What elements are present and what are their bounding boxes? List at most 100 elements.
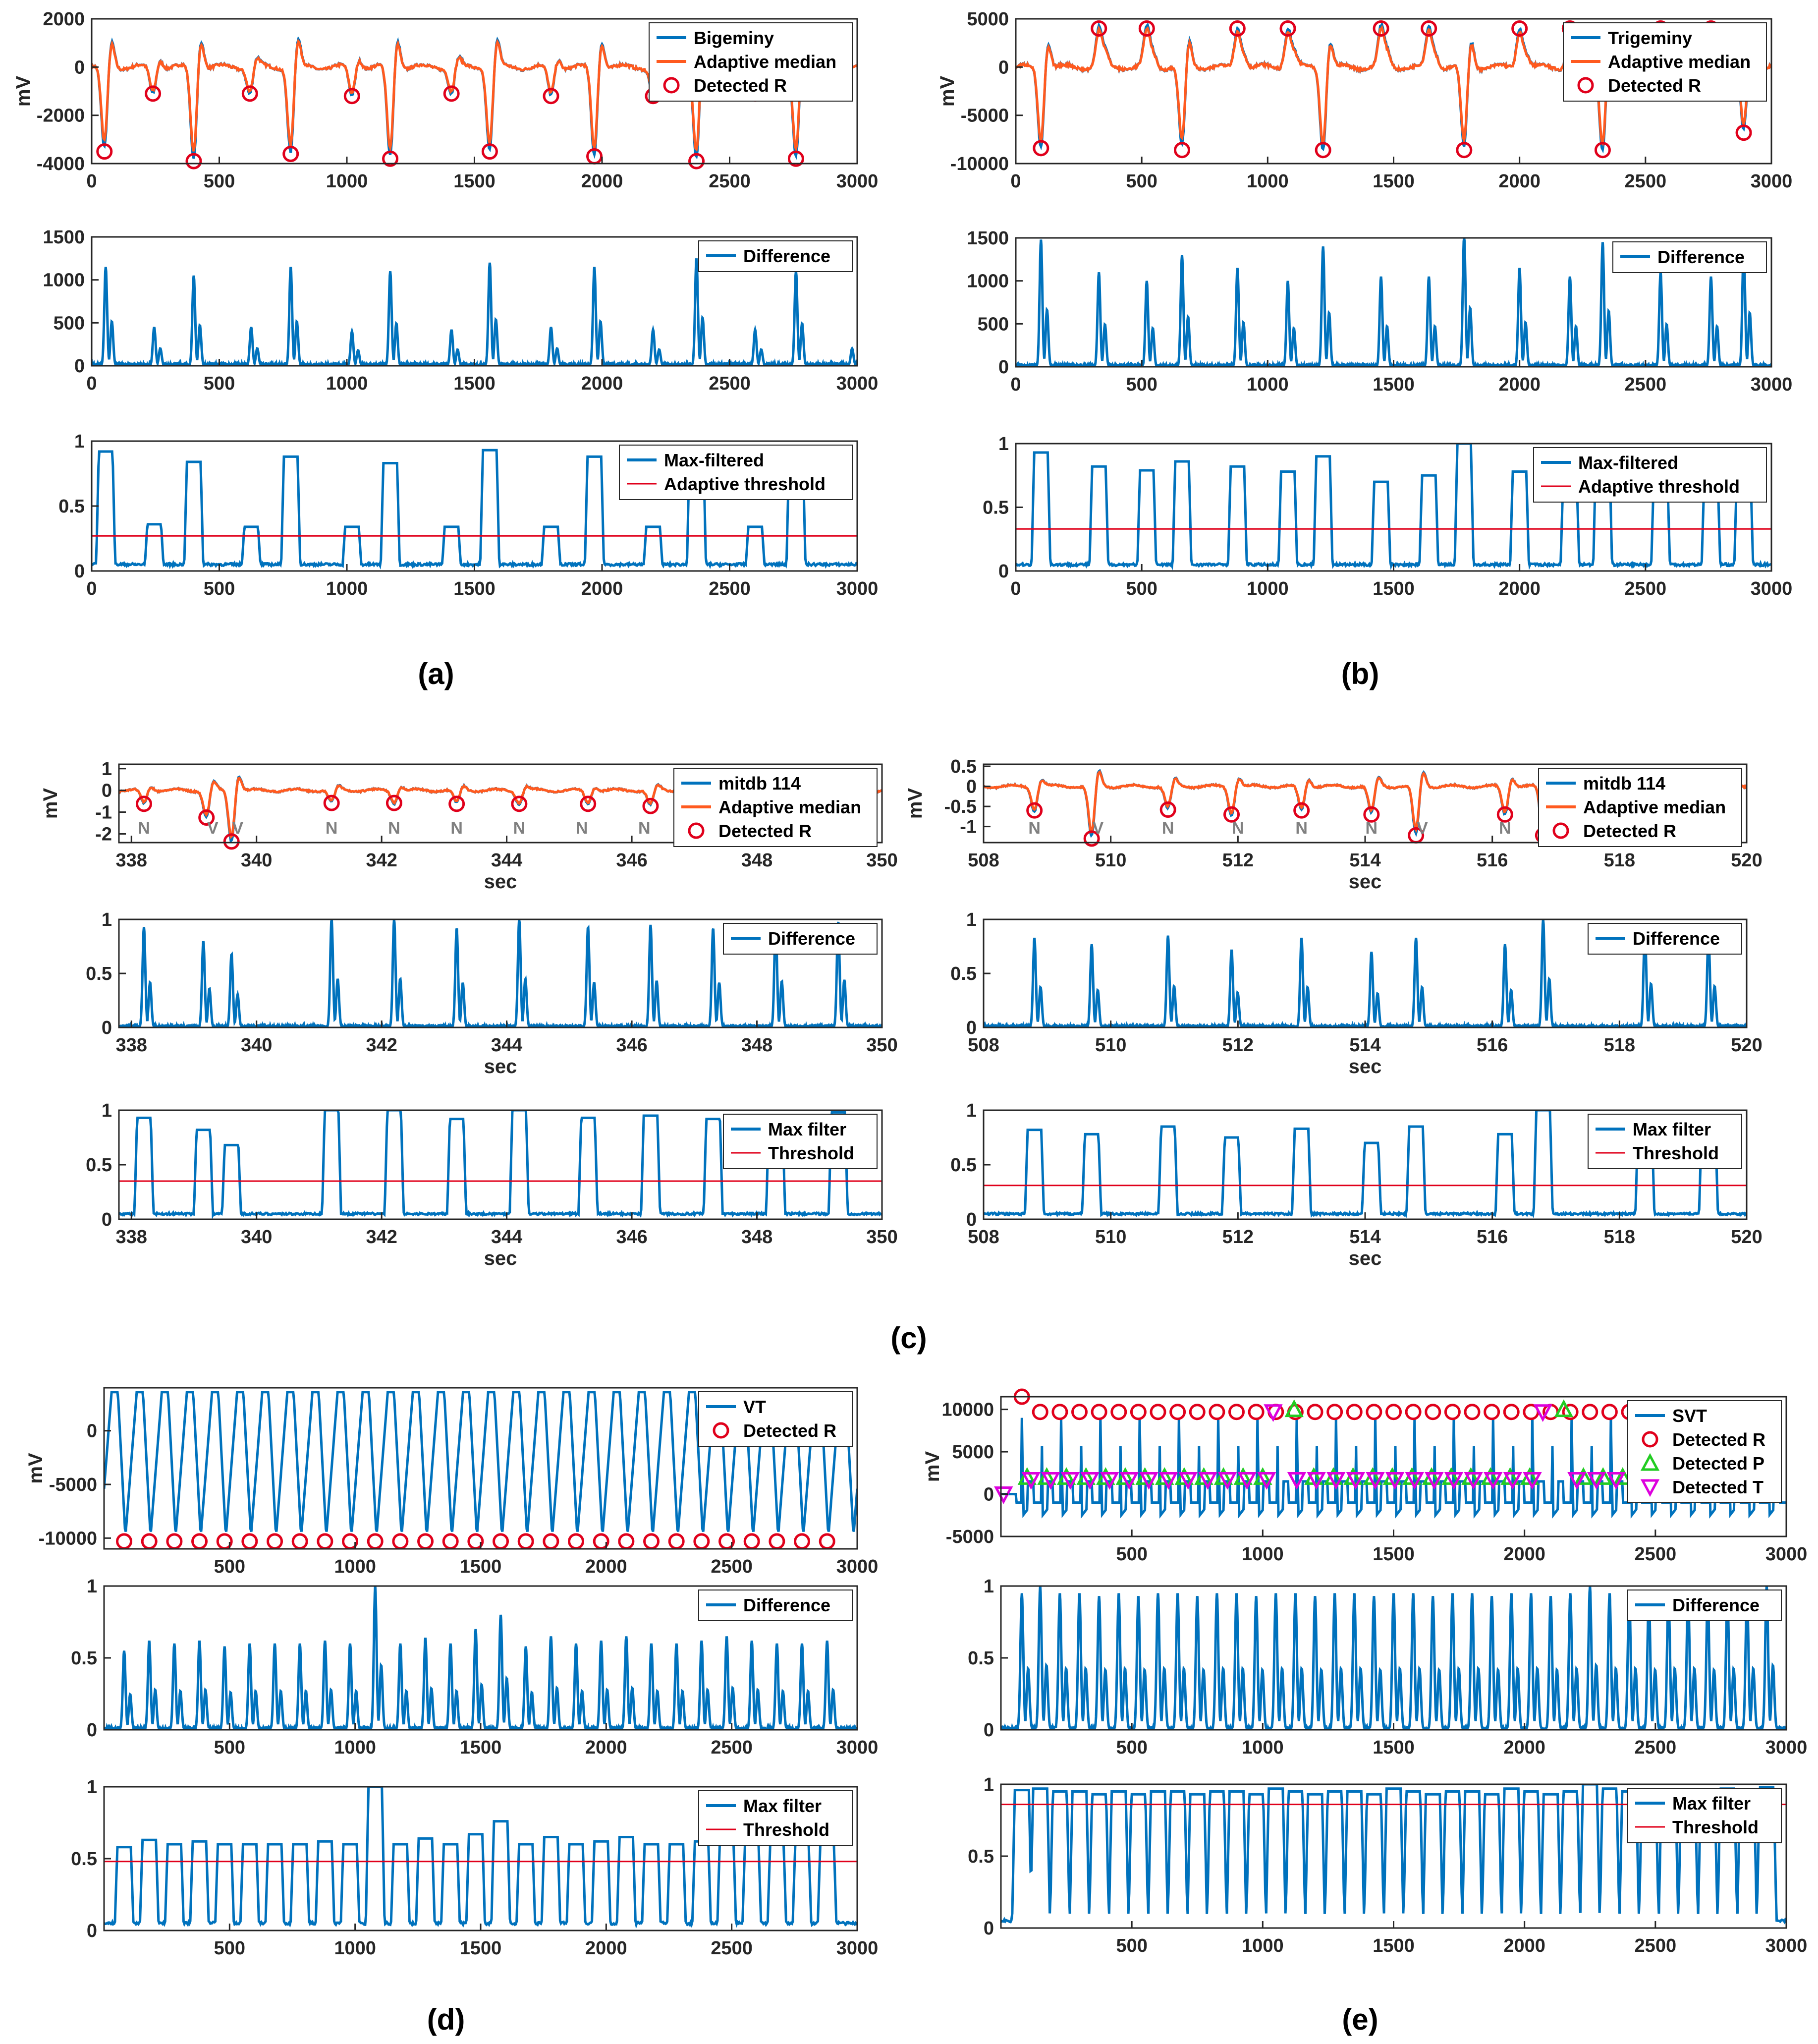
series-signal-line (1001, 1418, 1786, 1519)
x-tick-label: 338 (116, 850, 147, 871)
legend-entry: Threshold (743, 1819, 829, 1840)
y-tick-label: 0.5 (71, 1648, 97, 1669)
t-peak-marker (1385, 1472, 1405, 1490)
x-tick-label: 512 (1222, 1035, 1254, 1056)
beat-label: V (1417, 819, 1428, 838)
x-tick-label: 3000 (836, 1556, 879, 1577)
t-peak-marker (1287, 1472, 1307, 1490)
x-tick-label: 1500 (453, 373, 496, 394)
t-peak-marker (1021, 1472, 1041, 1490)
series-signal-line (104, 1391, 857, 1533)
y-tick-label: 1000 (967, 271, 1009, 292)
y-tick-label: 0.5 (950, 964, 977, 984)
y-tick-label: 0 (87, 1921, 97, 1941)
plot-area (92, 258, 857, 366)
chart-d1: 500 1000 1500 2000 2500 3000 -10000 -5000 0 mV VT D… (25, 1387, 879, 1577)
legend: mitdb 114 Adaptive median Detected R (1538, 768, 1742, 847)
chart-b3: 0 500 1000 1500 2000 2500 3000 0 0.5 1 Max-filtere… (983, 434, 1792, 599)
plot-area (104, 1391, 857, 1533)
x-tick-label: 2000 (1498, 374, 1541, 395)
x-tick-label: 2500 (1625, 374, 1667, 395)
r-peak-marker (1496, 806, 1513, 823)
y-tick-label: 1 (87, 1576, 97, 1597)
x-tick-label: 1000 (334, 1938, 376, 1959)
x-tick-label: 1500 (460, 1938, 502, 1959)
t-peak-marker (1080, 1472, 1100, 1490)
r-peak-marker (442, 1533, 459, 1550)
x-tick-label: 500 (1116, 1544, 1147, 1565)
y-tick-label: 500 (978, 314, 1009, 335)
r-peak-marker (1150, 1404, 1166, 1420)
t-peak-marker (1158, 1472, 1178, 1490)
x-tick-label: 346 (616, 850, 647, 871)
beat-label: N (138, 819, 150, 838)
chart-c1: NVVNNNNNNNNN338340342344346348350-2-101m… (40, 759, 898, 893)
legend: Bigeminy Adaptive median Detected R (649, 22, 853, 102)
y-tick-label: 1 (74, 431, 85, 452)
r-peak-marker (511, 795, 528, 812)
chart-a3: 0 500 1000 1500 2000 2500 3000 0 0.5 1 Max-filtere… (58, 431, 878, 599)
r-peak-marker (1594, 142, 1611, 159)
chart-b2: 0 500 1000 1500 2000 2500 3000 0 500 1000 1500 Diff… (967, 228, 1792, 395)
legend-box (619, 445, 853, 500)
y-tick-label: 1 (87, 1777, 97, 1798)
x-tick-label: 340 (241, 850, 272, 871)
y-tick-label: -10000 (950, 154, 1009, 174)
x-tick-label: 1500 (1373, 1935, 1415, 1956)
r-peak-marker (135, 795, 152, 812)
y-tick-label: 1 (102, 1100, 112, 1121)
x-axis-label: sec (484, 871, 517, 893)
r-peak-marker (1083, 830, 1100, 847)
r-peak-marker (166, 1533, 183, 1550)
x-tick-label: 500 (204, 373, 235, 394)
y-tick-label: 0 (984, 1484, 994, 1505)
x-tick-label: 2500 (1635, 1544, 1677, 1565)
x-axis-label: sec (1349, 1248, 1382, 1269)
x-tick-label: 344 (491, 850, 522, 871)
legend-entry: Threshold (768, 1143, 854, 1163)
t-peak-marker (1464, 1472, 1483, 1490)
x-tick-label: 1500 (460, 1556, 502, 1577)
legend-entry: Difference (1633, 928, 1720, 949)
r-peak-marker (1511, 20, 1528, 37)
x-tick-label: 2000 (1498, 578, 1541, 599)
beat-label: N (1232, 819, 1244, 838)
legend-entry: Difference (743, 246, 830, 266)
beat-label: N (450, 819, 463, 838)
legend: Trigeminy Adaptive median Detected R (1563, 22, 1767, 102)
r-peak-marker (367, 1533, 384, 1550)
r-peak-marker (543, 1533, 559, 1550)
panel-label-b: (b) (1341, 657, 1379, 690)
x-tick-label: 500 (204, 171, 235, 192)
r-peak-marker (643, 1533, 660, 1550)
legend-entry: Max filter (743, 1796, 822, 1816)
r-peak-marker (668, 1533, 685, 1550)
legend-box (698, 1790, 853, 1846)
x-tick-label: 1000 (326, 578, 368, 599)
r-peak-marker (223, 833, 240, 850)
r-peak-marker (1279, 20, 1296, 37)
x-tick-label: 2000 (1503, 1935, 1545, 1956)
t-peak-marker (1326, 1472, 1346, 1490)
y-tick-label: -2 (95, 824, 112, 845)
r-peak-marker (568, 1533, 585, 1550)
x-tick-label: 510 (1095, 1227, 1126, 1248)
legend-t-marker (1640, 1479, 1660, 1497)
legend: Max filter Threshold (1627, 1788, 1782, 1843)
legend-entry: Detected R (1608, 75, 1701, 96)
t-peak-marker (1100, 1472, 1119, 1490)
chart-d3: 500 1000 1500 2000 2500 3000 0 0.5 1 Max filter Th… (71, 1777, 878, 1959)
x-axis-label: sec (1349, 871, 1382, 893)
y-tick-label: 0.5 (58, 496, 85, 517)
legend-entry: Bigeminy (694, 28, 774, 48)
p-peak-marker (1037, 1467, 1056, 1485)
legend-entry: Adaptive median (1608, 52, 1751, 72)
x-tick-label: 514 (1349, 1035, 1380, 1056)
r-peak-marker (141, 1533, 158, 1550)
t-peak-marker (1444, 1472, 1464, 1490)
y-tick-label: 0 (966, 1209, 977, 1230)
y-tick-label: 1 (966, 1100, 977, 1121)
r-peak-marker (1138, 20, 1155, 37)
r-peak-marker (493, 1533, 509, 1550)
p-peak-marker (1233, 1467, 1253, 1485)
